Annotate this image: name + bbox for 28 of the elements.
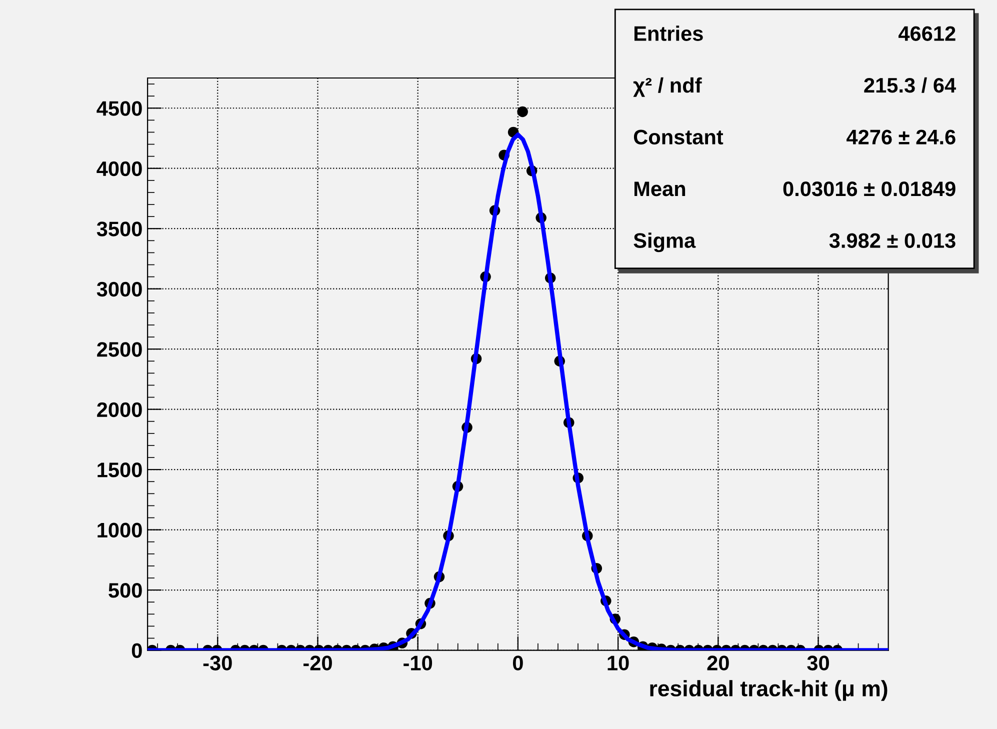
y-tick-label: 3000: [96, 282, 142, 297]
annotation: Mean: [634, 182, 686, 196]
x-tick-label: 0: [512, 656, 523, 670]
x-axis-title: residual track-hit (μ m): [650, 680, 888, 701]
annotation: Sigma: [634, 232, 696, 252]
x-tick-label: -30: [203, 656, 232, 670]
x-tick-label: -10: [404, 656, 432, 670]
annotation: χ² / ndf: [633, 77, 702, 97]
x-tick-label: -20: [303, 656, 332, 670]
y-tick-label: 1000: [98, 522, 142, 538]
annotation: Constant: [634, 130, 724, 144]
x-tick-label: 20: [707, 656, 729, 670]
annotation: 215.3 / 64: [864, 77, 956, 93]
y-tick-label: 4000: [96, 161, 142, 176]
text: 46612: [898, 26, 956, 41]
y-tick-label: 2500: [97, 342, 142, 357]
x-tick-label: 30: [807, 656, 829, 670]
y-tick-label: 2000: [97, 402, 142, 418]
annotation: 4276 ± 24.6: [846, 130, 956, 144]
y-tick-label: 4500: [96, 101, 142, 116]
annotation: 3.982 ± 0.013: [829, 233, 956, 248]
y-tick-label: 500: [108, 583, 142, 598]
y-tick-label: 0: [132, 643, 142, 658]
y-tick-label: 1500: [98, 462, 142, 478]
text: Entries: [634, 26, 703, 41]
annotation: 0.03016 ± 0.01849: [783, 181, 956, 196]
y-tick-label: 3500: [96, 222, 142, 236]
x-tick-label: 10: [608, 656, 629, 670]
